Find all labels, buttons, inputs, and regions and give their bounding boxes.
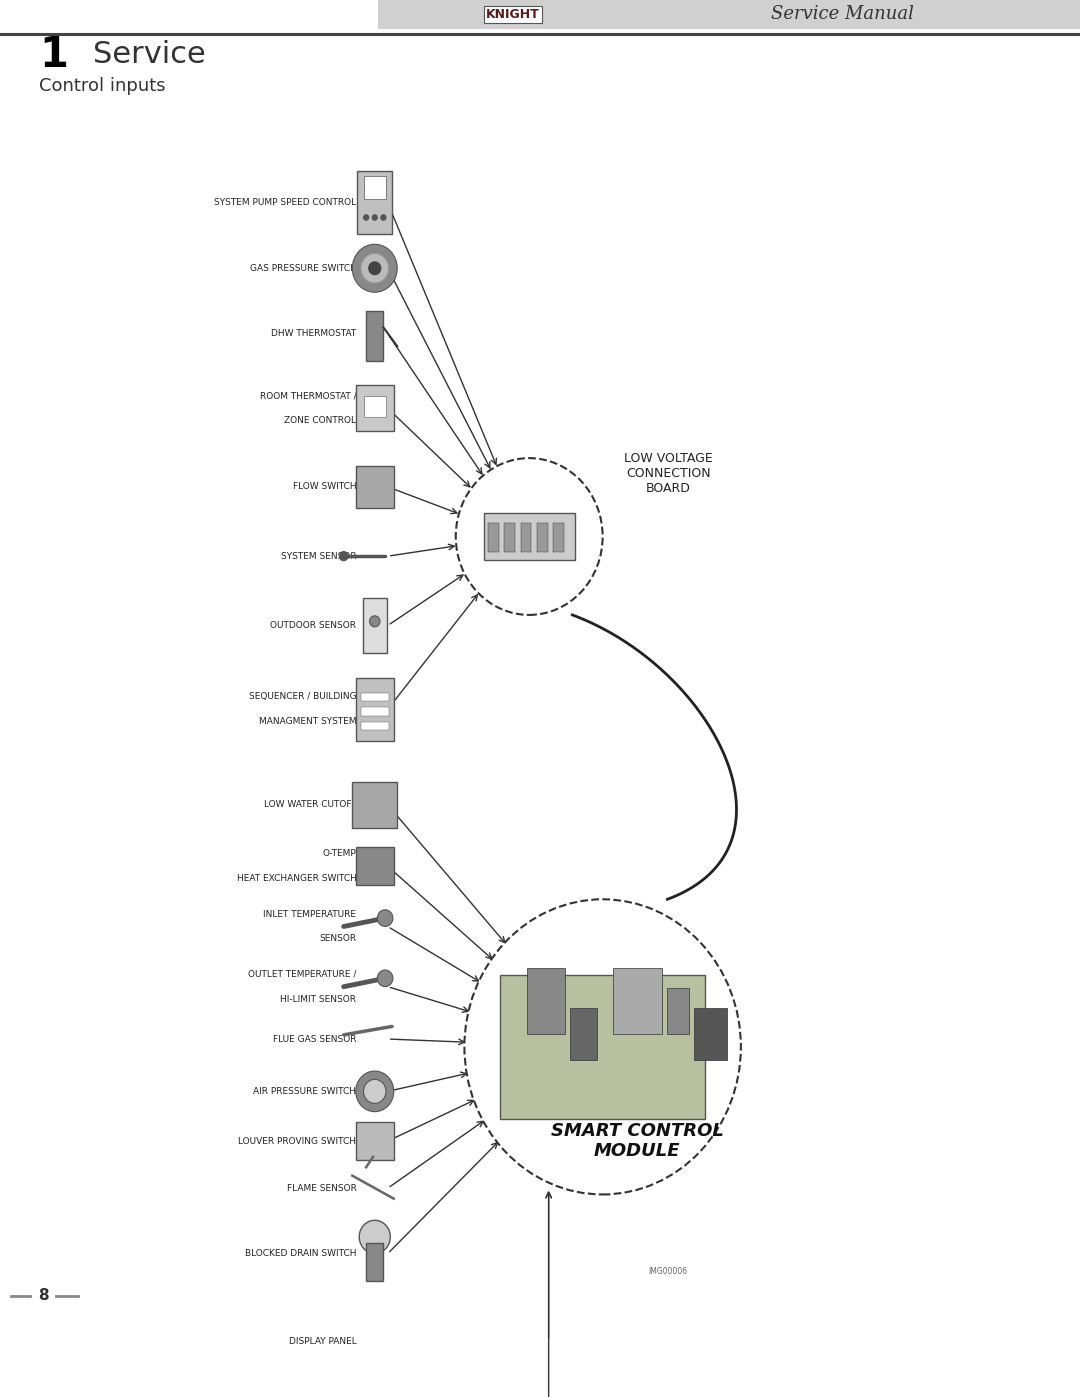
Text: SYSTEM PUMP SPEED CONTROL: SYSTEM PUMP SPEED CONTROL xyxy=(214,198,356,207)
Bar xyxy=(500,975,705,1119)
Bar xyxy=(667,988,689,1034)
Text: LOW VOLTAGE
CONNECTION
BOARD: LOW VOLTAGE CONNECTION BOARD xyxy=(624,453,713,495)
Circle shape xyxy=(377,909,393,926)
Bar xyxy=(553,524,564,552)
Text: DHW THERMOSTAT: DHW THERMOSTAT xyxy=(271,330,356,338)
Text: Service Manual: Service Manual xyxy=(771,6,914,24)
Text: SENSOR: SENSOR xyxy=(320,935,356,943)
Text: SYSTEM SENSOR: SYSTEM SENSOR xyxy=(281,552,356,560)
Text: MANAGMENT SYSTEM: MANAGMENT SYSTEM xyxy=(259,717,356,726)
Bar xyxy=(352,1370,397,1397)
Circle shape xyxy=(373,215,377,221)
Circle shape xyxy=(360,1221,390,1253)
Circle shape xyxy=(361,253,389,284)
Bar xyxy=(570,1007,597,1060)
Bar xyxy=(361,693,389,701)
Bar xyxy=(352,782,397,828)
Bar xyxy=(527,968,565,1034)
Bar xyxy=(521,524,531,552)
Circle shape xyxy=(364,215,368,221)
Circle shape xyxy=(377,970,393,986)
Text: FLUE GAS SENSOR: FLUE GAS SENSOR xyxy=(273,1035,356,1044)
Circle shape xyxy=(352,244,397,292)
Bar xyxy=(378,0,1080,29)
Circle shape xyxy=(339,552,348,560)
Bar xyxy=(488,524,499,552)
Bar xyxy=(504,524,515,552)
Bar xyxy=(352,1320,397,1362)
Text: BLOCKED DRAIN SWITCH: BLOCKED DRAIN SWITCH xyxy=(245,1249,356,1259)
Text: KNIGHT: KNIGHT xyxy=(486,8,540,21)
Text: FLAME SENSOR: FLAME SENSOR xyxy=(286,1183,356,1193)
Text: Control inputs: Control inputs xyxy=(39,77,165,95)
Text: HEAT EXCHANGER SWITCH: HEAT EXCHANGER SWITCH xyxy=(237,875,356,883)
Bar xyxy=(355,465,394,507)
Text: SEQUENCER / BUILDING: SEQUENCER / BUILDING xyxy=(248,693,356,701)
Bar xyxy=(361,722,389,731)
Text: DISPLAY PANEL: DISPLAY PANEL xyxy=(288,1337,356,1345)
Text: ROOM THERMOSTAT /: ROOM THERMOSTAT / xyxy=(260,391,356,401)
Circle shape xyxy=(388,1330,396,1340)
Circle shape xyxy=(464,900,741,1194)
Text: Service: Service xyxy=(93,41,205,70)
Circle shape xyxy=(381,215,386,221)
Text: HI-LIMIT SENSOR: HI-LIMIT SENSOR xyxy=(281,995,356,1003)
Text: LOUVER PROVING SWITCH: LOUVER PROVING SWITCH xyxy=(239,1137,356,1146)
Circle shape xyxy=(369,616,380,627)
Bar xyxy=(360,1330,387,1352)
Bar xyxy=(355,386,394,432)
Circle shape xyxy=(355,1071,394,1112)
Bar xyxy=(366,1243,383,1281)
Text: AIR PRESSURE SWITCH: AIR PRESSURE SWITCH xyxy=(254,1087,356,1095)
Bar xyxy=(613,968,662,1034)
Text: O-TEMP: O-TEMP xyxy=(323,849,356,858)
Text: SMART CONTROL
MODULE: SMART CONTROL MODULE xyxy=(551,1122,724,1161)
Text: GAS PRESSURE SWITCH: GAS PRESSURE SWITCH xyxy=(249,264,356,272)
Bar xyxy=(347,1362,403,1397)
Bar xyxy=(355,848,394,886)
Text: OUTLET TEMPERATURE /: OUTLET TEMPERATURE / xyxy=(248,970,356,979)
Bar xyxy=(361,707,389,715)
Bar xyxy=(484,513,575,560)
Circle shape xyxy=(368,261,381,275)
Text: LOW WATER CUTOFF: LOW WATER CUTOFF xyxy=(264,800,356,809)
Bar xyxy=(694,1007,727,1060)
Bar xyxy=(357,172,392,235)
Bar xyxy=(355,678,394,740)
Circle shape xyxy=(456,458,603,615)
Bar xyxy=(363,598,387,652)
Bar xyxy=(364,395,386,416)
Circle shape xyxy=(364,1080,386,1104)
Bar xyxy=(366,310,383,360)
Text: FLOW SWITCH: FLOW SWITCH xyxy=(293,482,356,492)
Text: OUTDOOR SENSOR: OUTDOOR SENSOR xyxy=(270,622,356,630)
Bar xyxy=(364,176,386,198)
Text: 1: 1 xyxy=(39,34,68,75)
Text: 8: 8 xyxy=(38,1288,49,1303)
Text: ZONE CONTROL: ZONE CONTROL xyxy=(284,416,356,425)
Bar xyxy=(355,1122,394,1160)
Text: INLET TEMPERATURE: INLET TEMPERATURE xyxy=(264,909,356,919)
Text: IMG00006: IMG00006 xyxy=(648,1267,687,1277)
Bar xyxy=(537,524,548,552)
